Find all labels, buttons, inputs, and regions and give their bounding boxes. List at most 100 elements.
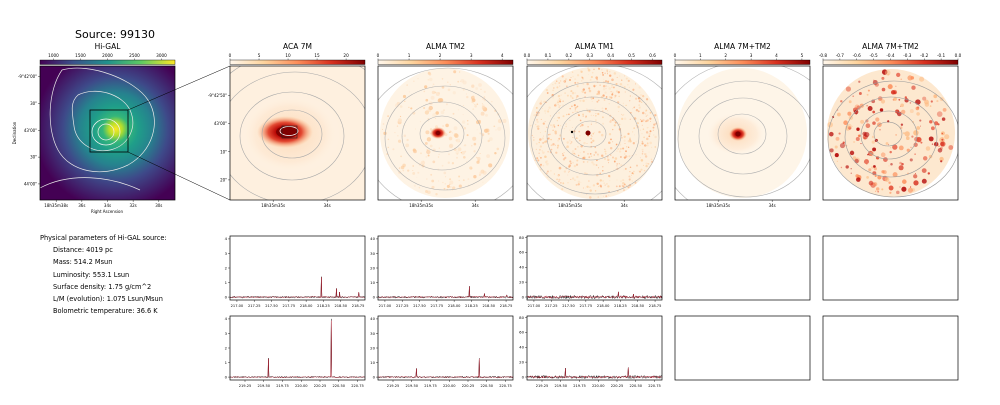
y-tick-label: 40 <box>519 345 524 350</box>
x-tick-label: 218.00 <box>300 304 313 308</box>
x-tick-label: 219.75 <box>573 384 586 388</box>
x-tick-label: 217.00 <box>379 304 392 308</box>
spectrum-frame <box>229 235 366 301</box>
spectrum-line <box>377 286 514 299</box>
combo-residual-title: ALMA 7M+TM2 <box>862 42 919 51</box>
x-tick-label: 34s <box>472 203 479 208</box>
colorbar-tick-label: 2000 <box>102 53 113 58</box>
colorbar-tick-label: 4 <box>501 53 504 58</box>
combo-map <box>675 66 810 200</box>
x-axis-label: Right Ascension <box>91 209 123 214</box>
x-tick-label: 218.00 <box>597 304 610 308</box>
colorbar-tick-label: 1 <box>699 53 702 58</box>
source-title: Source: 99130 <box>75 28 155 41</box>
spectrum-row1-aca: 217.00 217.25 217.50 217.75 218.00 218.25 218.… <box>225 235 366 308</box>
y-tick-label: 60 <box>519 330 524 335</box>
x-tick-label: 217.50 <box>562 304 575 308</box>
x-tick-label: 218.00 <box>448 304 461 308</box>
spectrum-row1-tm2: 217.00 217.25 217.50 217.75 218.00 218.25 218.… <box>370 235 514 308</box>
y-tick-label: 4 <box>225 316 228 321</box>
x-tick-label: 18h35m35s <box>261 203 285 208</box>
colorbar-tick-label: 0.4 <box>607 53 614 58</box>
x-tick-label: 219.75 <box>276 384 289 388</box>
x-tick-label: 219.25 <box>536 384 549 388</box>
y-tick-label: 1 <box>225 280 228 285</box>
x-tick-label: 218.25 <box>614 304 627 308</box>
x-tick-label: 220.00 <box>295 384 308 388</box>
spectrum-frame <box>229 315 366 381</box>
y-axis-label: Declination <box>12 121 17 144</box>
x-tick-label: 219.50 <box>405 384 418 388</box>
spectrum-row2-aca: 219.25 219.50 219.75 220.00 220.25 220.50 220.… <box>225 315 366 388</box>
spectrum-fit-line <box>229 320 366 379</box>
x-tick-label: 220.50 <box>480 384 493 388</box>
y-tick-label: 0 <box>522 294 525 299</box>
empty-panel <box>674 235 811 301</box>
y-tick-label: -9°42'00" <box>18 74 37 79</box>
x-tick-label: 34s <box>104 203 111 208</box>
y-tick-label: 30 <box>370 251 375 256</box>
y-tick-label: 10 <box>370 280 375 285</box>
colorbar-tick-label: 20 <box>343 53 349 58</box>
x-tick-label: 220.50 <box>629 384 642 388</box>
x-tick-label: 220.25 <box>462 384 475 388</box>
x-tick-label: 218.50 <box>482 304 495 308</box>
y-tick-label: 20 <box>519 359 524 364</box>
x-tick-label: 217.25 <box>248 304 261 308</box>
tm1-title: ALMA TM1 <box>574 42 615 51</box>
x-tick-label: 218.75 <box>500 304 513 308</box>
x-tick-label: 218.75 <box>649 304 662 308</box>
x-tick-label: 217.25 <box>545 304 558 308</box>
colorbar-tick-label: 4 <box>775 53 778 58</box>
x-tick-label: 32s <box>130 203 137 208</box>
y-tick-label: 1 <box>225 360 228 365</box>
y-tick-label: 44'00" <box>24 181 37 186</box>
colorbar-tick-label: 3000 <box>156 53 167 58</box>
y-tick-label: 43'00" <box>24 128 37 133</box>
x-tick-label: 219.50 <box>554 384 567 388</box>
aca-title: ACA 7M <box>283 42 312 51</box>
x-tick-label: 18h35m35s <box>409 203 433 208</box>
combo-title: ALMA 7M+TM2 <box>714 42 771 51</box>
x-tick-label: 217.50 <box>265 304 278 308</box>
spectrum-fit-line <box>377 358 514 379</box>
param-luminosity: Luminosity: 553.1 Lsun <box>53 270 130 279</box>
colorbar-tick-label: 2 <box>439 53 442 58</box>
colorbar-tick-label: 10 <box>285 53 291 58</box>
combo-residual-map <box>823 66 958 200</box>
empty-panel <box>822 315 959 381</box>
y-tick-label: 0 <box>373 374 376 379</box>
y-tick-label: 0 <box>522 374 525 379</box>
colorbar-tick-label: 1 <box>408 53 411 58</box>
x-tick-label: 217.00 <box>528 304 541 308</box>
colorbar-tick-label: 0.1 <box>545 53 552 58</box>
y-tick-label: 30" <box>30 155 37 160</box>
y-tick-label: 2 <box>225 265 228 270</box>
param-surface-density: Surface density: 1.75 g/cm^2 <box>53 282 152 291</box>
spectrum-fit-line <box>229 277 366 299</box>
y-tick-label: 60 <box>519 250 524 255</box>
param-mass: Mass: 514.2 Msun <box>53 258 113 267</box>
y-tick-label: 30 <box>370 331 375 336</box>
y-tick-label: 0 <box>225 374 228 379</box>
y-tick-label: 0 <box>225 294 228 299</box>
parameters-block: Physical parameters of Hi-GAL source: Di… <box>40 232 167 317</box>
colorbar-tick-label: -0.4 <box>886 53 895 58</box>
y-tick-label: 20" <box>220 177 227 182</box>
empty-panel <box>674 315 811 381</box>
aca-map <box>230 66 365 200</box>
colorbar-tick-label: -0.2 <box>920 53 929 58</box>
y-tick-label: -9°42'50" <box>208 93 227 98</box>
x-tick-label: 218.50 <box>334 304 347 308</box>
colorbar-tick-label: 0.3 <box>586 53 593 58</box>
x-tick-label: 18h35m35s <box>558 203 582 208</box>
x-tick-label: 220.00 <box>443 384 456 388</box>
colorbar-tick-label: -0.3 <box>903 53 912 58</box>
colorbar-tick-label: -0.7 <box>836 53 845 58</box>
x-tick-label: 220.75 <box>499 384 512 388</box>
colorbar-tick-label: -0.6 <box>853 53 862 58</box>
colorbar <box>39 59 176 65</box>
colorbar-tick-label: 0.5 <box>628 53 635 58</box>
colorbar-tick-label: 2 <box>724 53 727 58</box>
x-tick-label: 219.75 <box>424 384 437 388</box>
